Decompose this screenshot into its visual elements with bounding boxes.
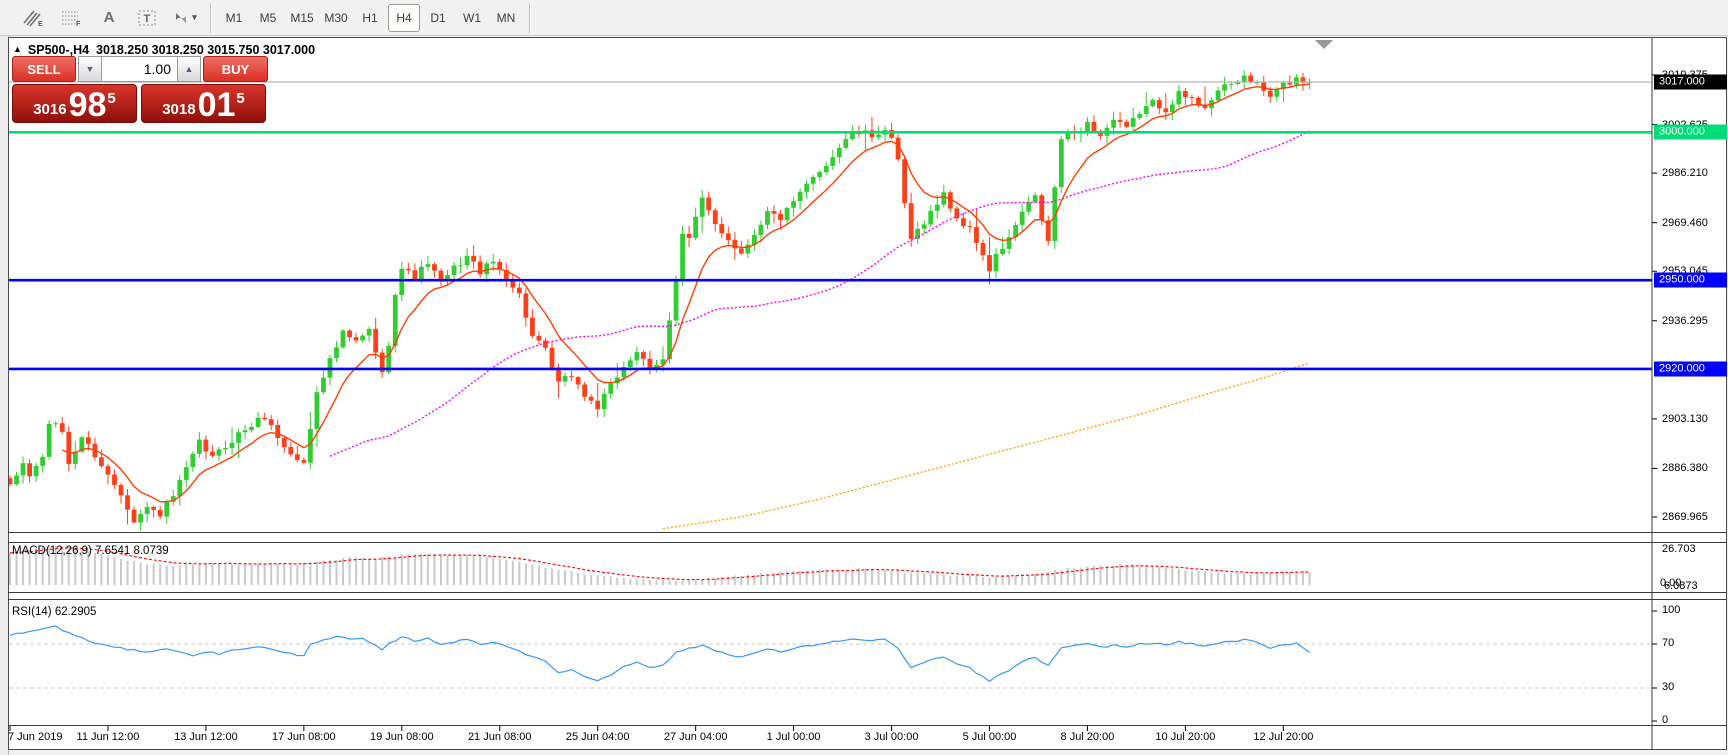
chevron-down-icon: ▼ bbox=[85, 64, 95, 74]
timeframe-button-d1[interactable]: D1 bbox=[430, 10, 446, 25]
time-axis-label: 5 Jul 00:00 bbox=[962, 731, 1017, 743]
time-axis-label: 11 Jun 12:00 bbox=[76, 731, 140, 743]
macd-scale-zero: 0.00 bbox=[1660, 577, 1682, 589]
toolbar-separator bbox=[529, 2, 530, 33]
pane-splitter[interactable] bbox=[8, 532, 1727, 533]
arrow-objects-dropdown[interactable]: ▾ bbox=[167, 4, 203, 32]
chart-shift-marker[interactable] bbox=[1315, 40, 1333, 49]
price-axis-label: 2986.210 bbox=[1662, 167, 1708, 180]
ohlc-low: 3015.750 bbox=[207, 43, 260, 57]
timeframe-button-m5[interactable]: M5 bbox=[259, 10, 277, 25]
ohlc-open: 3018.250 bbox=[96, 43, 149, 57]
volume-input[interactable]: 1.00 bbox=[102, 56, 177, 82]
hline-price-box: 2920.000 bbox=[1654, 361, 1727, 377]
time-axis-border bbox=[8, 725, 1727, 726]
timeframe-button-h1[interactable]: H1 bbox=[362, 10, 378, 25]
buy-price-figure: 3018 bbox=[162, 101, 196, 118]
bid-price-box: 3017.000 bbox=[1654, 74, 1727, 90]
rsi-label: RSI(14) 62.2905 bbox=[12, 606, 97, 618]
chart-title: ▲ SP500-,H4 3018.250 3018.250 3015.750 30… bbox=[13, 43, 315, 57]
toolbar: E F A T ▾ M1 M5 M15 M30 H1 H4 D1 W1 MN bbox=[0, 0, 1728, 36]
one-click-collapse-arrow[interactable]: ▲ bbox=[13, 44, 22, 54]
timeframe-button-w1[interactable]: W1 bbox=[463, 10, 481, 25]
rsi-axis-label: 70 bbox=[1662, 637, 1675, 649]
buy-button[interactable]: BUY bbox=[203, 56, 268, 82]
ohlc-high: 3018.250 bbox=[151, 43, 204, 57]
sell-price-display[interactable]: 3016 98 5 bbox=[12, 84, 137, 123]
time-axis-label: 13 Jun 12:00 bbox=[174, 731, 238, 743]
rsi-axis-label: 0 bbox=[1662, 714, 1669, 726]
price-axis-label: 2886.380 bbox=[1662, 462, 1708, 475]
volume-down-button[interactable]: ▼ bbox=[78, 56, 102, 82]
rsi-axis-label: 100 bbox=[1662, 604, 1681, 616]
price-axis-label: 2969.460 bbox=[1662, 216, 1708, 229]
time-axis-label: 10 Jul 20:00 bbox=[1155, 731, 1216, 743]
one-click-trading-panel: SELL ▼ 1.00 ▲ BUY 3016 98 5 3018 01 5 bbox=[12, 56, 268, 123]
text-label-icon[interactable]: A bbox=[103, 9, 115, 26]
time-axis-label: 7 Jun 2019 bbox=[8, 731, 63, 743]
time-axis-label: 19 Jun 08:00 bbox=[369, 731, 434, 743]
timeframe-button-m1[interactable]: M1 bbox=[225, 10, 243, 25]
price-axis-label: 2936.295 bbox=[1662, 314, 1708, 327]
macd-scale-min: 6.0873 bbox=[1664, 580, 1698, 592]
price-axis-label: 2903.130 bbox=[1662, 412, 1708, 425]
time-axis-label: 8 Jul 20:00 bbox=[1060, 731, 1115, 743]
sell-price-pipette: 5 bbox=[107, 90, 116, 107]
time-axis-label: 3 Jul 00:00 bbox=[864, 731, 919, 743]
pane-splitter[interactable] bbox=[8, 592, 1727, 593]
fibonacci-grid-icon[interactable]: F bbox=[53, 4, 89, 32]
macd-scale-max: 26.703 bbox=[1662, 543, 1696, 555]
buy-price-display[interactable]: 3018 01 5 bbox=[141, 84, 266, 123]
chart-window[interactable] bbox=[8, 37, 1727, 750]
timeframe-button-mn[interactable]: MN bbox=[496, 10, 516, 25]
pane-splitter[interactable] bbox=[8, 599, 1727, 600]
price-axis-label: 2869.965 bbox=[1662, 510, 1708, 523]
toolbar-separator bbox=[210, 2, 211, 33]
sell-button[interactable]: SELL bbox=[12, 56, 76, 82]
hline-price-box: 3000.000 bbox=[1654, 124, 1727, 140]
text-box-icon[interactable]: T bbox=[129, 4, 165, 32]
timeframe-button-h4[interactable]: H4 bbox=[388, 3, 420, 32]
pane-splitter[interactable] bbox=[8, 542, 1727, 543]
ohlc-close: 3017.000 bbox=[262, 43, 316, 57]
time-axis-label: 12 Jul 20:00 bbox=[1253, 731, 1314, 743]
time-axis-label: 1 Jul 00:00 bbox=[766, 731, 821, 743]
time-axis-label: 17 Jun 08:00 bbox=[272, 731, 336, 743]
equidistant-channel-icon[interactable]: E bbox=[15, 4, 51, 32]
macd-label: MACD(12,26,9) 7.6541 8.0739 bbox=[12, 545, 169, 557]
timeframe-button-m15[interactable]: M15 bbox=[290, 10, 314, 25]
rsi-axis-label: 30 bbox=[1662, 681, 1675, 693]
sell-price-pips: 98 bbox=[68, 86, 107, 124]
svg-text:F: F bbox=[76, 21, 81, 27]
buy-price-pipette: 5 bbox=[236, 90, 245, 107]
svg-text:T: T bbox=[144, 13, 151, 25]
volume-up-button[interactable]: ▲ bbox=[177, 56, 201, 82]
chevron-down-icon: ▾ bbox=[192, 12, 197, 22]
time-axis-label: 25 Jun 04:00 bbox=[565, 731, 630, 743]
time-axis-label: 27 Jun 04:00 bbox=[663, 731, 728, 743]
svg-text:E: E bbox=[38, 21, 43, 27]
time-axis-label: 21 Jun 08:00 bbox=[467, 731, 532, 743]
timeframe-buttons: M1 M5 M15 M30 H1 H4 D1 W1 MN bbox=[217, 3, 523, 32]
chevron-up-icon: ▲ bbox=[184, 64, 194, 74]
symbol-period: SP500-,H4 bbox=[27, 43, 90, 57]
sell-price-figure: 3016 bbox=[33, 101, 67, 118]
buy-price-pips: 01 bbox=[197, 86, 236, 124]
hline-price-box: 2950.000 bbox=[1654, 272, 1727, 288]
timeframe-button-m30[interactable]: M30 bbox=[324, 10, 348, 25]
